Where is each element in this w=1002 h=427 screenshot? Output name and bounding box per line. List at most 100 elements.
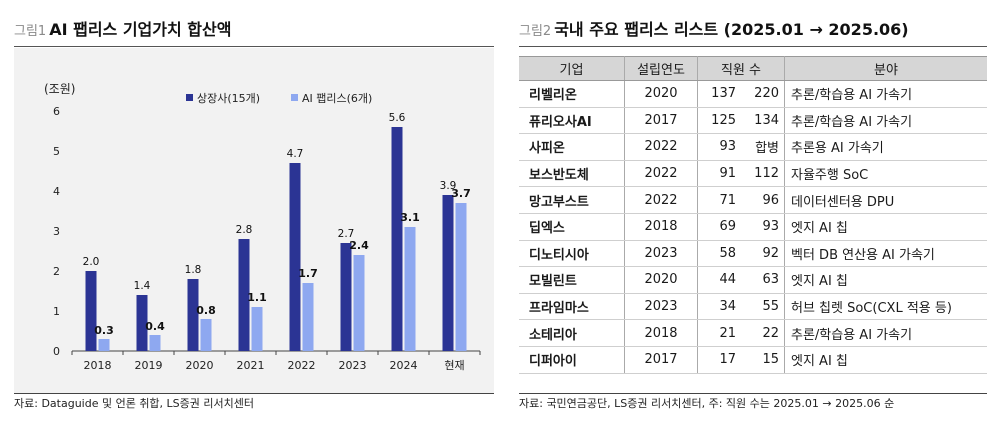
cell-employees-jun: 92 [741, 240, 785, 268]
header-field: 분야 [784, 56, 987, 81]
y-tick-label: 0 [53, 345, 60, 358]
figure-prefix: 그림2 [519, 24, 552, 39]
cell-employees-jun: 93 [741, 213, 785, 241]
table-panel-title: 그림2 국내 주요 팹리스 리스트 (2025.01 → 2025.06) [519, 14, 987, 47]
header-year: 설립연도 [624, 56, 698, 81]
fabless-table: 기업 설립연도 직원 수 분야 리벨리온 2020 137 220 추론/학습용 AI … [519, 56, 987, 374]
bar-fabless [251, 307, 263, 351]
x-tick-label: 2020 [186, 359, 214, 372]
bar-fabless [200, 319, 212, 351]
cell-employees-jun: 15 [741, 346, 785, 374]
cell-employees-jun: 96 [741, 186, 785, 214]
bar-fabless [455, 203, 467, 351]
cell-company: 퓨리오사AI [519, 107, 625, 135]
y-tick-label: 5 [53, 145, 60, 158]
data-label: 2.4 [349, 239, 369, 252]
bar-fabless [149, 335, 161, 351]
cell-field: 데이터센터용 DPU [784, 186, 987, 214]
cell-company: 사피온 [519, 133, 625, 161]
table-row: 디노티시아 2023 58 92 벡터 DB 연산용 AI 가속기 [519, 240, 987, 268]
cell-employees-jun: 22 [741, 319, 785, 347]
data-label: 3.7 [451, 187, 471, 200]
legend-swatch [186, 94, 193, 101]
cell-employees-jan: 93 [697, 133, 741, 161]
x-tick-label: 2021 [237, 359, 265, 372]
data-label: 4.7 [287, 148, 304, 160]
cell-year: 2018 [624, 213, 698, 241]
cell-employees-jan: 125 [697, 107, 741, 135]
bar-listed [187, 279, 199, 351]
table-row: 소테리아 2018 21 22 추론/학습용 AI 가속기 [519, 319, 987, 347]
legend-label: AI 팹리스(6개) [302, 92, 372, 105]
table-row: 모빌린트 2020 44 63 엣지 AI 칩 [519, 266, 987, 294]
x-tick-label: 2024 [390, 359, 418, 372]
data-label: 2.7 [338, 228, 355, 240]
data-label: 0.3 [94, 324, 114, 337]
x-tick-label: 2018 [84, 359, 112, 372]
cell-company: 망고부스트 [519, 186, 625, 214]
table-header-row: 기업 설립연도 직원 수 분야 [519, 56, 987, 81]
bar-listed [238, 239, 250, 351]
y-tick-label: 1 [53, 305, 60, 318]
bar-listed [391, 127, 403, 351]
cell-company: 프라임마스 [519, 293, 625, 321]
table-row: 리벨리온 2020 137 220 추론/학습용 AI 가속기 [519, 80, 987, 108]
cell-year: 2020 [624, 266, 698, 294]
table-row: 프라임마스 2023 34 55 허브 칩렛 SoC(CXL 적용 등) [519, 293, 987, 321]
bar-fabless [302, 283, 314, 351]
data-label: 1.1 [247, 291, 267, 304]
cell-company: 디노티시아 [519, 240, 625, 268]
cell-company: 디퍼아이 [519, 346, 625, 374]
cell-employees-jan: 17 [697, 346, 741, 374]
cell-field: 추론/학습용 AI 가속기 [784, 107, 987, 135]
cell-field: 엣지 AI 칩 [784, 213, 987, 241]
x-tick-label: 현재 [444, 359, 464, 372]
cell-employees-jan: 21 [697, 319, 741, 347]
figure-prefix: 그림1 [14, 24, 47, 39]
cell-company: 모빌린트 [519, 266, 625, 294]
chart-panel: 그림1 AI 팹리스 기업가치 합산액 (조원) 0 1 2 3 4 5 6 상장사(15개) AI… [14, 14, 494, 412]
cell-employees-jun: 합병 [741, 133, 785, 161]
chart-source-note: 자료: Dataguide 및 언론 취합, LS증권 리서치센터 [14, 393, 494, 413]
data-label: 1.8 [185, 264, 202, 276]
table-row: 딥엑스 2018 69 93 엣지 AI 칩 [519, 213, 987, 241]
bar-listed [442, 195, 454, 351]
bar-fabless [98, 339, 110, 351]
cell-company: 리벨리온 [519, 80, 625, 108]
x-tick-label: 2022 [288, 359, 316, 372]
chart-area: (조원) 0 1 2 3 4 5 6 상장사(15개) AI 팹리스(6개) 2018 2.0 0.3 2… [14, 48, 494, 393]
data-label: 3.9 [440, 180, 457, 192]
data-label: 3.1 [400, 211, 420, 224]
cell-field: 엣지 AI 칩 [784, 346, 987, 374]
header-employees: 직원 수 [697, 56, 785, 81]
bar-fabless [404, 227, 416, 351]
cell-field: 추론/학습용 AI 가속기 [784, 319, 987, 347]
cell-company: 소테리아 [519, 319, 625, 347]
cell-employees-jan: 44 [697, 266, 741, 294]
data-label: 1.7 [298, 267, 318, 280]
chart-panel-title: 그림1 AI 팹리스 기업가치 합산액 [14, 14, 494, 47]
bar-listed [85, 271, 97, 351]
cell-year: 2018 [624, 319, 698, 347]
cell-year: 2023 [624, 293, 698, 321]
figure-title: AI 팹리스 기업가치 합산액 [49, 20, 232, 39]
table-panel: 그림2 국내 주요 팹리스 리스트 (2025.01 → 2025.06) 기업 … [519, 14, 987, 412]
data-label: 0.4 [145, 320, 165, 333]
legend-swatch [291, 94, 298, 101]
cell-field: 추론/학습용 AI 가속기 [784, 80, 987, 108]
x-tick-label: 2019 [135, 359, 163, 372]
data-label: 2.8 [236, 224, 253, 236]
cell-field: 엣지 AI 칩 [784, 266, 987, 294]
y-tick-label: 4 [53, 185, 60, 198]
y-axis-unit-label: (조원) [44, 82, 75, 96]
cell-employees-jan: 34 [697, 293, 741, 321]
table-row: 퓨리오사AI 2017 125 134 추론/학습용 AI 가속기 [519, 107, 987, 135]
data-label: 2.0 [83, 256, 100, 268]
y-tick-label: 2 [53, 265, 60, 278]
y-tick-label: 6 [53, 105, 60, 118]
figure-title: 국내 주요 팹리스 리스트 (2025.01 → 2025.06) [554, 20, 909, 39]
cell-employees-jan: 58 [697, 240, 741, 268]
y-tick-label: 3 [53, 225, 60, 238]
table-row: 망고부스트 2022 71 96 데이터센터용 DPU [519, 186, 987, 214]
data-label: 1.4 [134, 280, 151, 292]
